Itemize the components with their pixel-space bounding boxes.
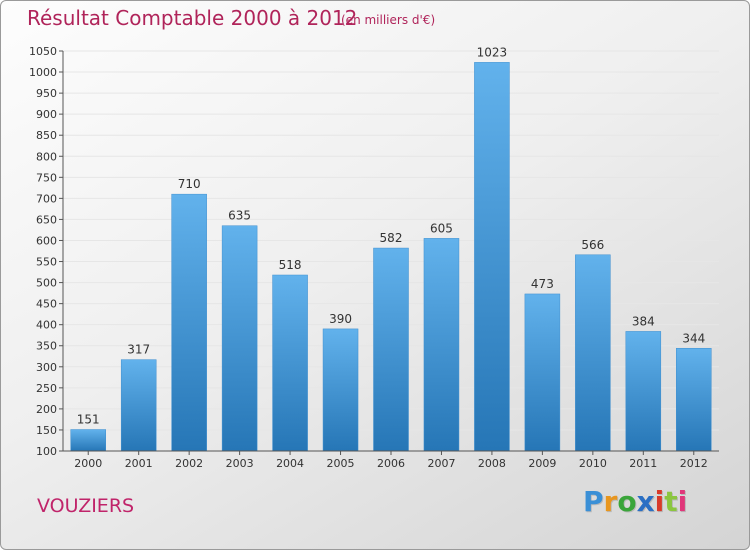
data-label-2008: 1023 [477, 45, 508, 59]
y-tick-label: 850 [36, 129, 57, 142]
bar-2012 [676, 348, 712, 452]
x-tick-label-2009: 2009 [528, 457, 556, 470]
bar-2006 [373, 247, 409, 452]
data-label-2003: 635 [228, 209, 251, 223]
data-labels: 151 317 710 635 518 390 582 605 1023 473 566 384 344 [77, 45, 705, 426]
y-tick-label: 100 [36, 445, 57, 458]
y-tick-label: 200 [36, 403, 57, 416]
x-tick-label-2002: 2002 [175, 457, 203, 470]
chart-subtitle: (en milliers d'€) [341, 13, 436, 27]
data-label-2000: 151 [77, 413, 100, 427]
logo-letter: i [654, 485, 665, 518]
bar-2000 [70, 429, 106, 452]
bar-2001 [120, 359, 157, 452]
bar-2007 [423, 238, 460, 452]
data-label-2002: 710 [178, 177, 201, 191]
data-label-2004: 518 [279, 258, 302, 272]
y-tick-label: 1050 [29, 45, 57, 58]
bar-2009 [524, 293, 561, 452]
y-tick-label: 450 [36, 298, 57, 311]
y-tick-label: 400 [36, 319, 57, 332]
x-tick-label-2001: 2001 [125, 457, 153, 470]
y-tick-label: 150 [36, 424, 57, 437]
x-tick-label-2000: 2000 [74, 457, 102, 470]
bar-2010 [575, 254, 611, 452]
x-tick-label-2010: 2010 [579, 457, 607, 470]
x-tick-label-2007: 2007 [427, 457, 455, 470]
x-tick-label-2003: 2003 [226, 457, 254, 470]
logo-letter: P [583, 485, 604, 518]
bar-2008 [474, 62, 510, 452]
logo-letter: o [617, 485, 637, 518]
data-label-2011: 384 [632, 314, 655, 328]
logo-letter: r [603, 485, 618, 518]
bars [70, 62, 712, 452]
y-tick-label: 800 [36, 150, 57, 163]
data-label-2006: 582 [380, 231, 403, 245]
x-tick-label-2006: 2006 [377, 457, 405, 470]
data-label-2009: 473 [531, 277, 554, 291]
y-tick-label: 1000 [29, 66, 57, 79]
data-label-2012: 344 [682, 331, 705, 345]
data-label-2010: 566 [581, 238, 604, 252]
y-tick-label: 650 [36, 213, 57, 226]
axes [62, 51, 719, 452]
y-tick-label: 950 [36, 87, 57, 100]
x-tick-label-2012: 2012 [680, 457, 708, 470]
logo-letter: x [636, 485, 655, 518]
bar-2004 [272, 274, 308, 452]
x-tick-label-2004: 2004 [276, 457, 304, 470]
y-tick-label: 300 [36, 361, 57, 374]
data-label-2005: 390 [329, 312, 352, 326]
logo-letter: i [677, 485, 688, 518]
proxiti-logo: Proxiti [583, 485, 687, 518]
data-label-2007: 605 [430, 221, 453, 235]
bar-2003 [221, 225, 258, 452]
bar-2002 [171, 193, 207, 452]
x-tick-label-2005: 2005 [327, 457, 355, 470]
y-tick-label: 700 [36, 192, 57, 205]
y-tick-label: 600 [36, 234, 57, 247]
logo-letter: t [664, 485, 678, 518]
commune-name: VOUZIERS [37, 495, 135, 517]
x-tick-label-2011: 2011 [629, 457, 657, 470]
y-tick-label: 250 [36, 382, 57, 395]
chart-title: Résultat Comptable 2000 à 2012 [27, 6, 358, 30]
bar-2005 [322, 328, 359, 452]
bar-2011 [625, 331, 662, 452]
y-tick-label: 900 [36, 108, 57, 121]
y-tick-label: 500 [36, 277, 57, 290]
y-tick-label: 350 [36, 340, 57, 353]
y-tick-label: 550 [36, 256, 57, 269]
x-axis-ticks: 2000 2001 2002 2003 2004 2005 2006 2007 2008 2009… [74, 451, 708, 470]
y-tick-label: 750 [36, 171, 57, 184]
y-axis-ticks: 100 150 200 250 300 350 400 450 500 550 600 650 700 7… [29, 45, 63, 458]
x-tick-label-2008: 2008 [478, 457, 506, 470]
data-label-2001: 317 [127, 343, 150, 357]
